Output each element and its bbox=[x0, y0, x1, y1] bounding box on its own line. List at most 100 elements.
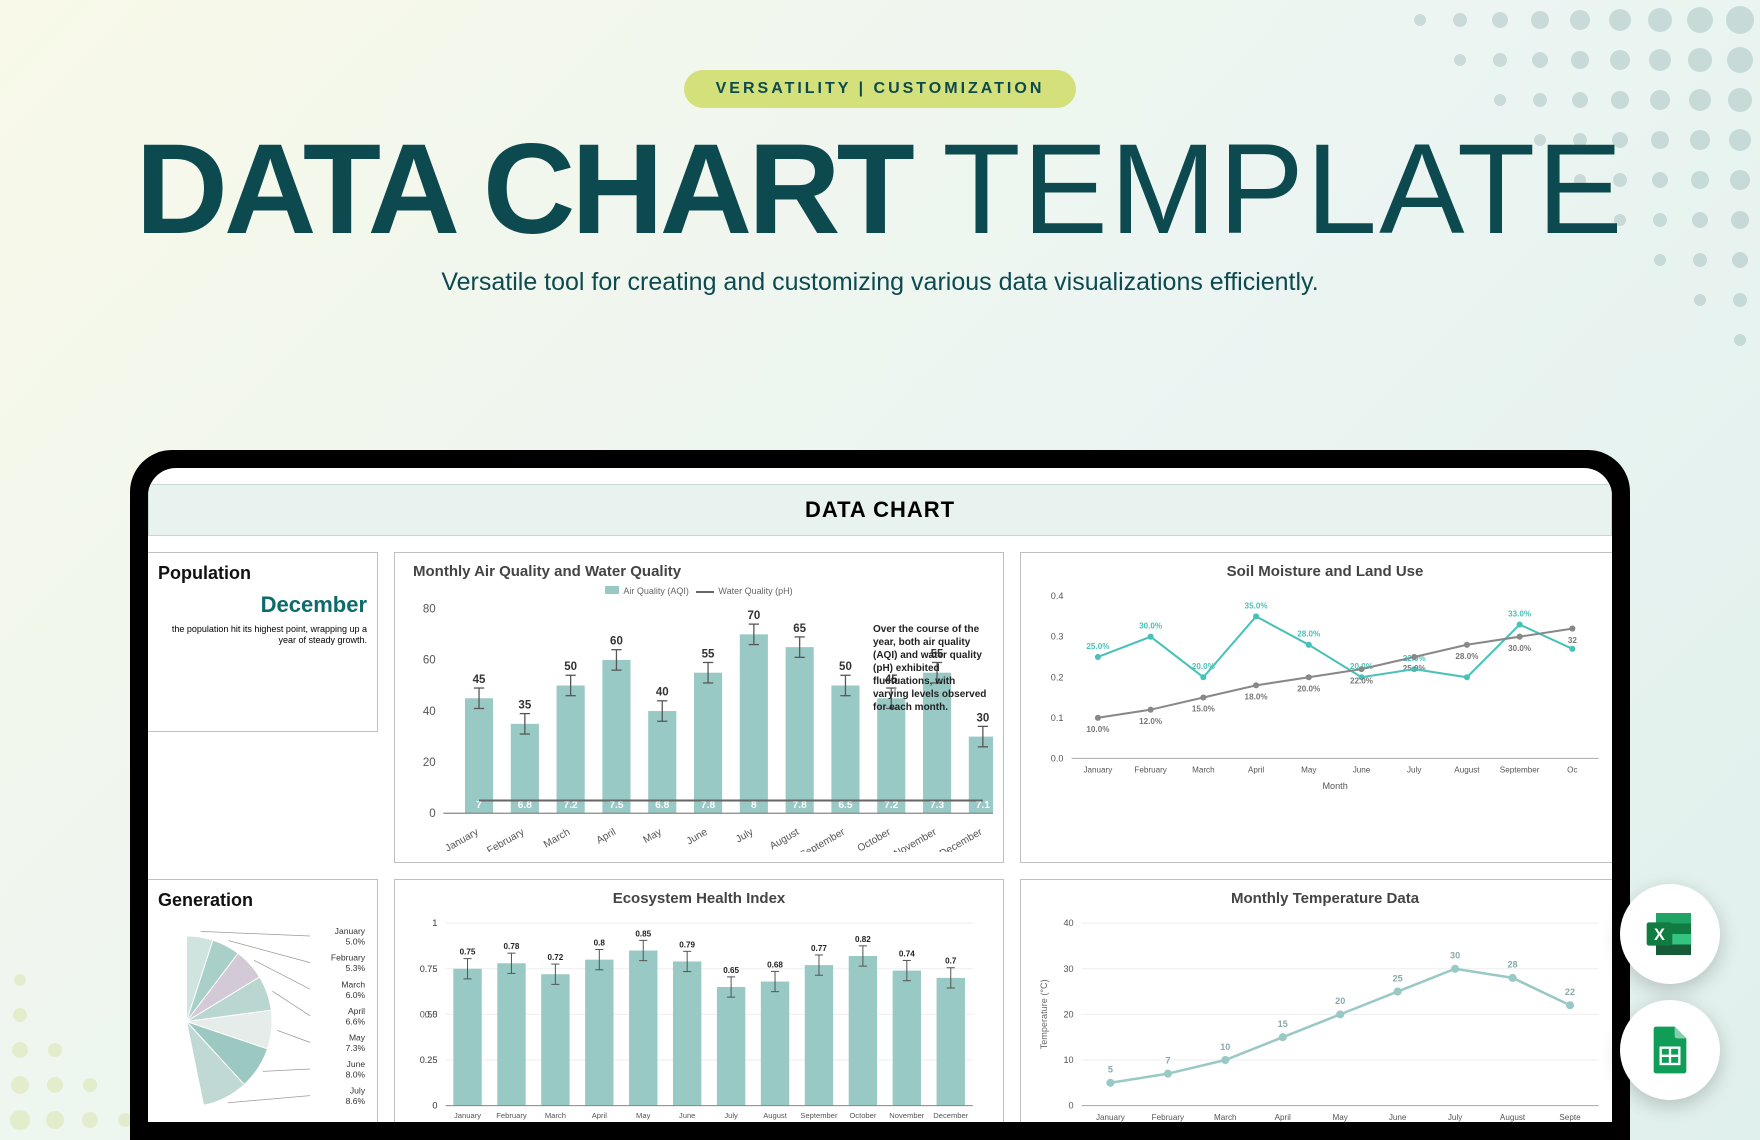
svg-text:28.0%: 28.0% bbox=[1297, 630, 1320, 639]
pie-chart: January5.0%February5.3%March6.0%April6.6… bbox=[158, 917, 367, 1117]
svg-text:Month: Month bbox=[1322, 781, 1347, 791]
main-title: DATA CHART TEMPLATE bbox=[0, 126, 1760, 254]
subtitle: Versatile tool for creating and customiz… bbox=[0, 268, 1760, 297]
svg-text:70: 70 bbox=[747, 610, 760, 622]
svg-text:January: January bbox=[454, 1110, 481, 1119]
svg-text:6.6%: 6.6% bbox=[346, 1016, 366, 1026]
svg-text:65: 65 bbox=[793, 623, 806, 635]
svg-text:0.74: 0.74 bbox=[899, 949, 915, 958]
svg-text:0.1: 0.1 bbox=[1051, 713, 1064, 723]
svg-text:February: February bbox=[485, 826, 527, 851]
svg-text:January: January bbox=[335, 926, 366, 936]
svg-text:August: August bbox=[1454, 766, 1480, 775]
temperature-chart: 0102030405710152025302822JanuaryFebruary… bbox=[1031, 913, 1612, 1122]
svg-text:0.0: 0.0 bbox=[1051, 753, 1064, 763]
air-water-title: Monthly Air Quality and Water Quality bbox=[405, 563, 993, 580]
svg-text:6.8: 6.8 bbox=[655, 800, 670, 811]
svg-text:25: 25 bbox=[1393, 973, 1403, 983]
svg-text:October: October bbox=[849, 1110, 876, 1119]
svg-text:August: August bbox=[768, 827, 801, 852]
tablet-frame: DATA CHART Population December the popul… bbox=[130, 450, 1630, 1140]
svg-text:12.0%: 12.0% bbox=[1139, 717, 1162, 726]
svg-text:June: June bbox=[347, 1059, 366, 1069]
svg-text:November: November bbox=[892, 827, 939, 852]
svg-text:0.75: 0.75 bbox=[460, 947, 476, 956]
population-month: December bbox=[158, 592, 367, 618]
svg-text:April: April bbox=[595, 827, 618, 847]
pill-badge: VERSATILITY | CUSTOMIZATION bbox=[684, 70, 1077, 108]
air-water-note: Over the course of the year, both air qu… bbox=[873, 623, 993, 714]
svg-text:7.1: 7.1 bbox=[976, 800, 991, 811]
svg-text:0.7: 0.7 bbox=[945, 956, 957, 965]
svg-text:April: April bbox=[348, 1006, 365, 1016]
svg-text:5: 5 bbox=[1108, 1064, 1113, 1074]
title-thin: TEMPLATE bbox=[942, 118, 1624, 261]
svg-text:July: July bbox=[1407, 766, 1422, 775]
svg-text:September: September bbox=[800, 1110, 838, 1119]
svg-text:0.65: 0.65 bbox=[723, 965, 739, 974]
svg-text:28.0%: 28.0% bbox=[1455, 652, 1478, 661]
svg-text:35.0%: 35.0% bbox=[1245, 601, 1268, 610]
svg-text:March: March bbox=[1192, 766, 1215, 775]
excel-icon: X bbox=[1620, 884, 1720, 984]
svg-text:20.0%: 20.0% bbox=[1297, 684, 1320, 693]
svg-text:July: July bbox=[724, 1110, 738, 1119]
svg-text:8.0%: 8.0% bbox=[346, 1069, 366, 1079]
svg-text:15.0%: 15.0% bbox=[1192, 705, 1215, 714]
svg-text:March: March bbox=[545, 1110, 566, 1119]
svg-text:6.5: 6.5 bbox=[838, 800, 853, 811]
svg-text:0.4: 0.4 bbox=[1051, 591, 1064, 601]
svg-text:20: 20 bbox=[1063, 1009, 1073, 1019]
pie-title: Generation bbox=[158, 890, 367, 911]
svg-text:5.3%: 5.3% bbox=[346, 963, 366, 973]
svg-text:February: February bbox=[1152, 1112, 1185, 1121]
svg-text:X: X bbox=[1654, 926, 1665, 944]
svg-text:5.0%: 5.0% bbox=[346, 936, 366, 946]
svg-text:August: August bbox=[763, 1110, 788, 1119]
svg-text:7.5: 7.5 bbox=[609, 800, 624, 811]
svg-text:0.79: 0.79 bbox=[679, 940, 695, 949]
svg-text:June: June bbox=[1389, 1112, 1407, 1121]
svg-text:55: 55 bbox=[702, 648, 715, 660]
svg-text:June: June bbox=[679, 1110, 695, 1119]
svg-text:April: April bbox=[592, 1110, 608, 1119]
svg-text:February: February bbox=[1134, 766, 1167, 775]
svg-text:0.2: 0.2 bbox=[1051, 672, 1064, 682]
temperature-panel: Monthly Temperature Data 010203040571015… bbox=[1020, 879, 1612, 1122]
svg-text:0.77: 0.77 bbox=[811, 944, 827, 953]
svg-text:18.0%: 18.0% bbox=[1245, 693, 1268, 702]
svg-text:0.68: 0.68 bbox=[767, 960, 783, 969]
svg-text:40: 40 bbox=[656, 687, 669, 699]
soil-panel: Soil Moisture and Land Use 0.00.10.20.30… bbox=[1020, 552, 1612, 863]
svg-text:September: September bbox=[798, 827, 847, 852]
svg-text:January: January bbox=[1083, 766, 1113, 775]
svg-text:0.85: 0.85 bbox=[635, 929, 651, 938]
svg-text:80: 80 bbox=[423, 604, 436, 616]
svg-text:22: 22 bbox=[1565, 987, 1575, 997]
svg-text:7.3: 7.3 bbox=[930, 800, 945, 811]
screen: DATA CHART Population December the popul… bbox=[148, 468, 1612, 1122]
svg-text:40: 40 bbox=[423, 706, 436, 718]
legend-ph: Water Quality (pH) bbox=[718, 586, 792, 596]
svg-text:December: December bbox=[938, 827, 985, 852]
svg-text:August: August bbox=[1500, 1112, 1526, 1121]
population-title: Population bbox=[158, 563, 367, 584]
svg-text:7.2: 7.2 bbox=[884, 800, 899, 811]
soil-chart: 0.00.10.20.30.425.0%30.0%20.0%35.0%28.0%… bbox=[1031, 586, 1612, 799]
svg-text:May: May bbox=[642, 826, 665, 846]
svg-text:0.5: 0.5 bbox=[425, 1009, 438, 1019]
svg-text:September: September bbox=[1500, 766, 1540, 775]
svg-text:0.78: 0.78 bbox=[504, 942, 520, 951]
population-note: the population hit its highest point, wr… bbox=[158, 624, 367, 646]
svg-text:30.0%: 30.0% bbox=[1508, 644, 1531, 653]
svg-text:May: May bbox=[349, 1032, 366, 1042]
svg-text:7: 7 bbox=[476, 800, 482, 811]
svg-text:Oc: Oc bbox=[1567, 766, 1577, 775]
page-header: DATA CHART bbox=[148, 484, 1612, 536]
svg-text:Temperature (°C): Temperature (°C) bbox=[1039, 979, 1049, 1049]
svg-text:30.0%: 30.0% bbox=[1139, 622, 1162, 631]
soil-title: Soil Moisture and Land Use bbox=[1031, 563, 1612, 580]
svg-text:April: April bbox=[1275, 1112, 1291, 1121]
svg-text:30: 30 bbox=[976, 712, 989, 724]
svg-text:April: April bbox=[1248, 766, 1264, 775]
